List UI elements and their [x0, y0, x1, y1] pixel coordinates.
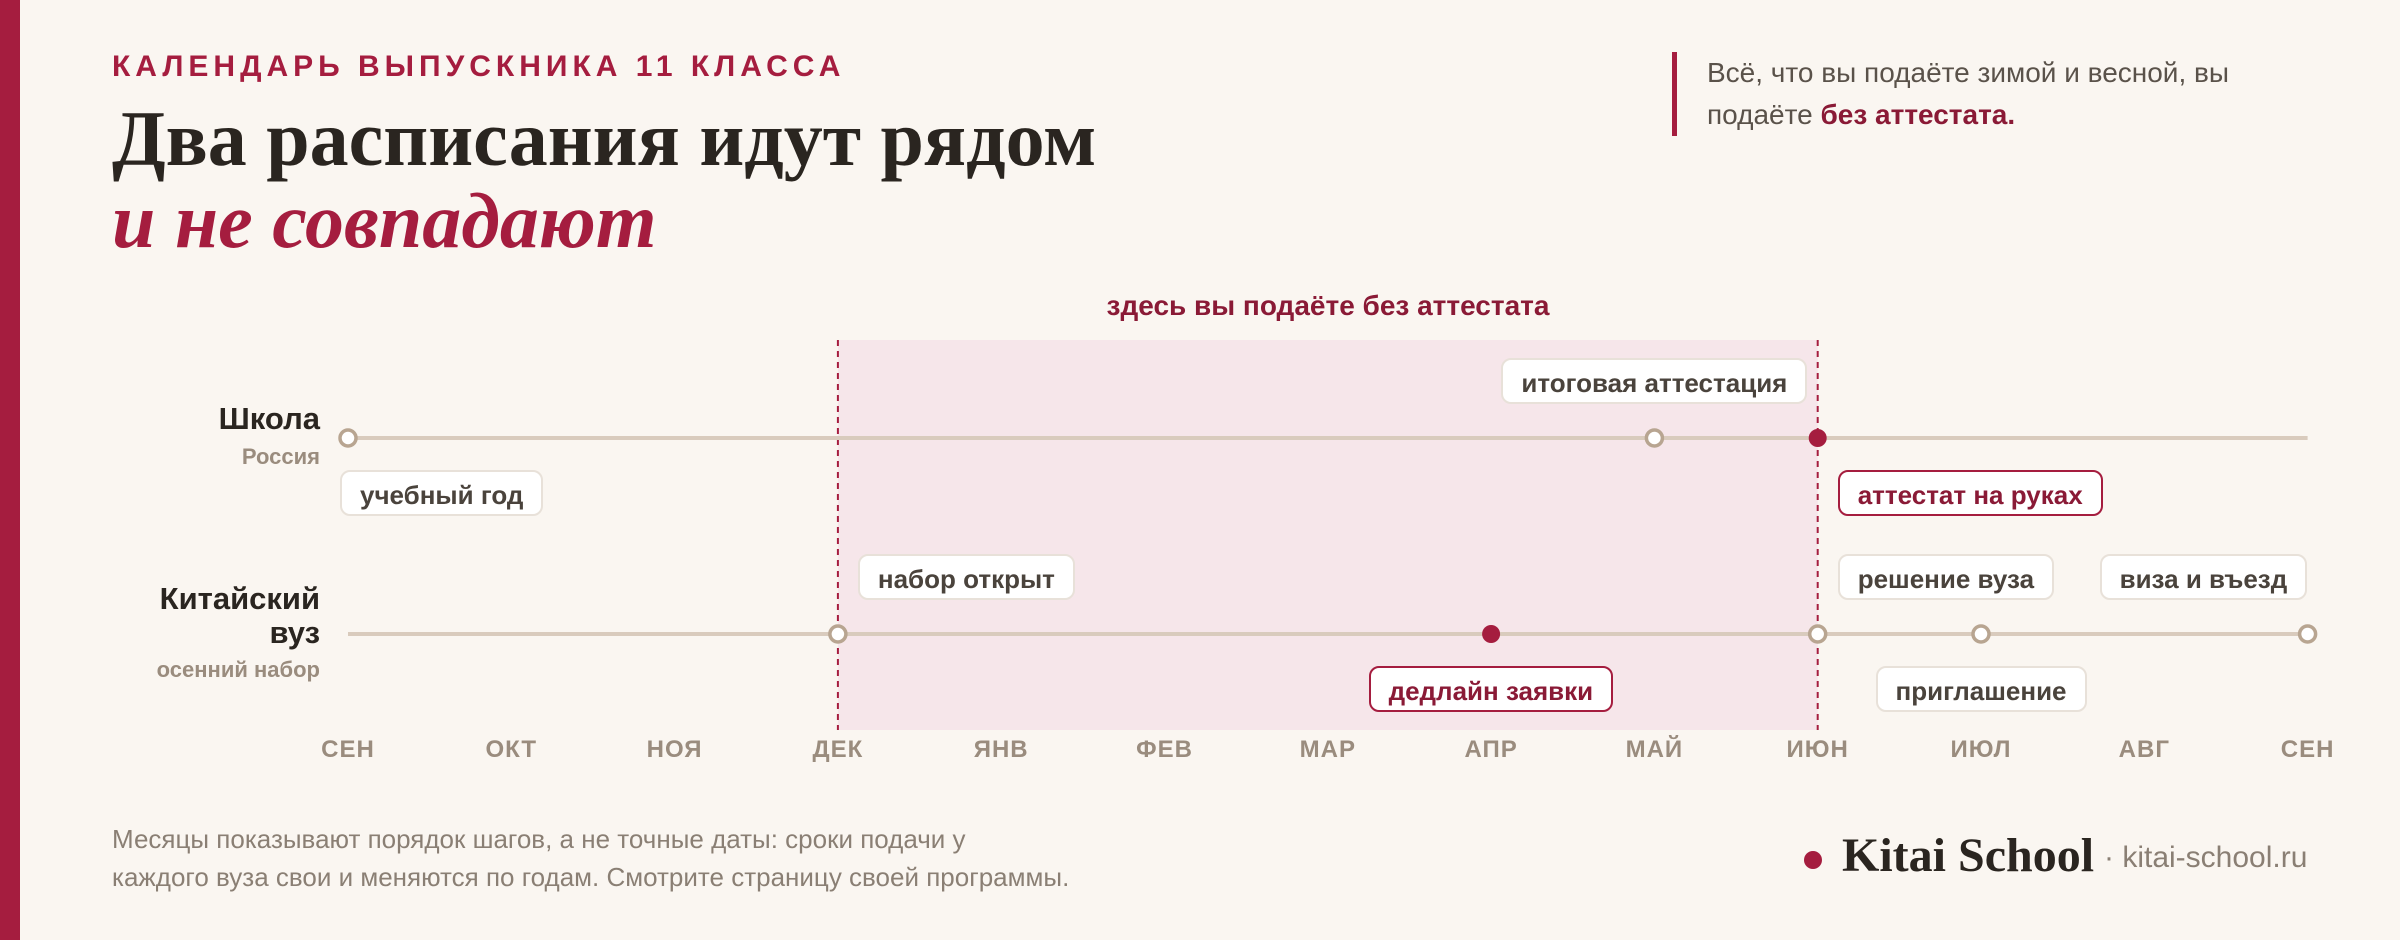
- lane-label-school: Школа: [218, 401, 320, 436]
- milestone-open: [828, 624, 848, 644]
- month-tick-label: ЯНВ: [973, 736, 1029, 763]
- page-title: Два расписания идут рядом: [112, 95, 1097, 182]
- month-tick-label: ИЮЛ: [1950, 736, 2012, 763]
- month-tick-label: ОКТ: [485, 736, 538, 763]
- milestone-open: [1644, 428, 1665, 448]
- month-tick-label: МАР: [1299, 736, 1356, 763]
- brand-url: · kitai-school.ru: [2104, 841, 2308, 874]
- callout-note: Всё, что вы подаёте зимой и весной, вы п…: [1672, 52, 2267, 136]
- lane-sub-school: Россия: [241, 444, 320, 469]
- milestone-open: [1807, 624, 1828, 644]
- no-certificate-band: [837, 340, 1818, 730]
- footnote: Месяцы показывают порядок шагов, а не то…: [112, 820, 1152, 896]
- month-tick-label: АПР: [1464, 736, 1518, 763]
- milestone-open: [2297, 624, 2318, 644]
- callout-emphasis: без аттестата.: [1820, 99, 2016, 130]
- event-chip: учебный год: [340, 470, 544, 516]
- brand-logo: Kitai School: [1842, 829, 2095, 882]
- brand-dot-icon: [1804, 851, 1822, 869]
- eyebrow-heading: КАЛЕНДАРЬ ВЫПУСКНИКА 11 КЛАССА: [112, 50, 846, 83]
- event-chip: итоговая аттестация: [1501, 358, 1808, 404]
- month-tick-label: ДЕК: [812, 736, 864, 763]
- lane-label-university: Китайский вуз: [159, 581, 320, 650]
- event-chip: приглашение: [1875, 666, 2087, 712]
- footnote-line: каждого вуза свои и меняются по годам. С…: [112, 862, 1070, 892]
- event-chip: дедлайн заявки: [1368, 666, 1614, 712]
- lane-sub-university: осенний набор: [156, 657, 320, 682]
- event-chip: набор открыт: [857, 554, 1075, 600]
- milestone-open: [1971, 624, 1991, 644]
- month-tick-label: СЕН: [321, 736, 375, 763]
- milestone-filled: [1808, 429, 1827, 447]
- month-tick-label: МАЙ: [1625, 736, 1684, 763]
- callout-text: Всё, что вы подаёте зимой и весной, вы п…: [1707, 57, 2230, 130]
- event-chip: виза и въезд: [2099, 554, 2308, 600]
- month-tick-label: СЕН: [2280, 736, 2335, 763]
- footnote-line: Месяцы показывают порядок шагов, а не то…: [112, 824, 966, 854]
- milestone-open: [338, 428, 358, 448]
- month-tick-label: ФЕВ: [1136, 736, 1193, 763]
- month-tick-label: ИЮН: [1786, 736, 1849, 763]
- month-tick-label: АВГ: [2118, 736, 2170, 763]
- month-tick-label: НОЯ: [646, 736, 703, 763]
- milestone-filled: [1482, 625, 1501, 643]
- event-chip: аттестат на руках: [1837, 470, 2103, 516]
- event-chip: решение вуза: [1837, 554, 2055, 600]
- page-title-accent: и не совпадают: [112, 177, 657, 264]
- band-caption: здесь вы подаёте без аттестата: [1106, 290, 1550, 321]
- accent-stripe: [0, 0, 20, 940]
